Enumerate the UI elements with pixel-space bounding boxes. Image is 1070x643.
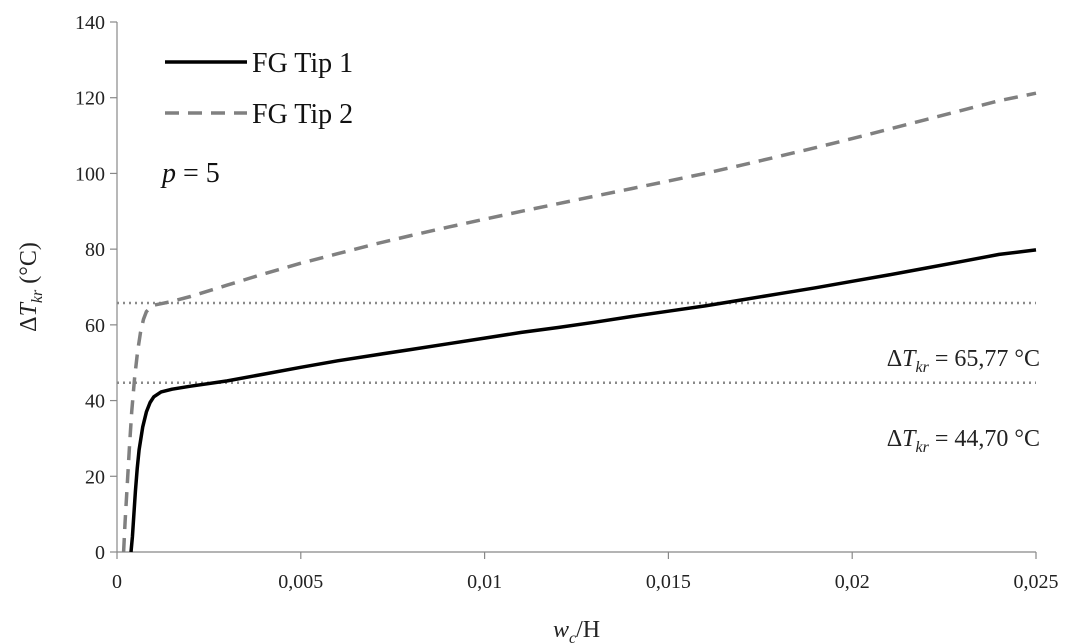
y-tick-label: 100	[75, 163, 105, 185]
y-tick-label: 140	[75, 12, 105, 34]
x-axis-title: wc/H	[553, 617, 600, 643]
reference-label-upper: ΔTkr = 65,77 °C	[887, 346, 1040, 376]
x-tick-label: 0,005	[278, 571, 323, 593]
legend-label-fg-tip-1: FG Tip 1	[252, 48, 353, 79]
series-line-fg-tip-1	[129, 248, 1037, 553]
y-tick-label: 120	[75, 88, 105, 110]
legend-label-fg-tip-2: FG Tip 2	[252, 99, 353, 130]
y-tick-label: 0	[95, 542, 105, 564]
y-tick-label: 80	[85, 239, 105, 261]
y-ticks: 0 20 40 60 80 100 120 140	[75, 12, 117, 564]
x-tick-label: 0	[112, 571, 122, 593]
axes	[116, 22, 1036, 553]
y-tick-label: 60	[85, 315, 105, 337]
series-line-fg-tip-2	[121, 91, 1037, 553]
x-tick-label: 0,02	[835, 571, 870, 593]
x-tick-label: 0,015	[646, 571, 691, 593]
y-tick-label: 40	[85, 391, 105, 413]
x-tick-label: 0,025	[1014, 571, 1059, 593]
y-axis-title: ΔTkr (°C)	[16, 242, 46, 332]
reference-label-lower: ΔTkr = 44,70 °C	[887, 426, 1040, 456]
legend: FG Tip 1 FG Tip 2	[165, 48, 353, 130]
y-tick-label: 20	[85, 466, 105, 488]
x-ticks: 0 0,005 0,01 0,015 0,02 0,025	[112, 552, 1059, 593]
series-group	[121, 91, 1037, 553]
x-tick-label: 0,01	[467, 571, 502, 593]
parameter-annotation: p = 5	[160, 158, 220, 189]
